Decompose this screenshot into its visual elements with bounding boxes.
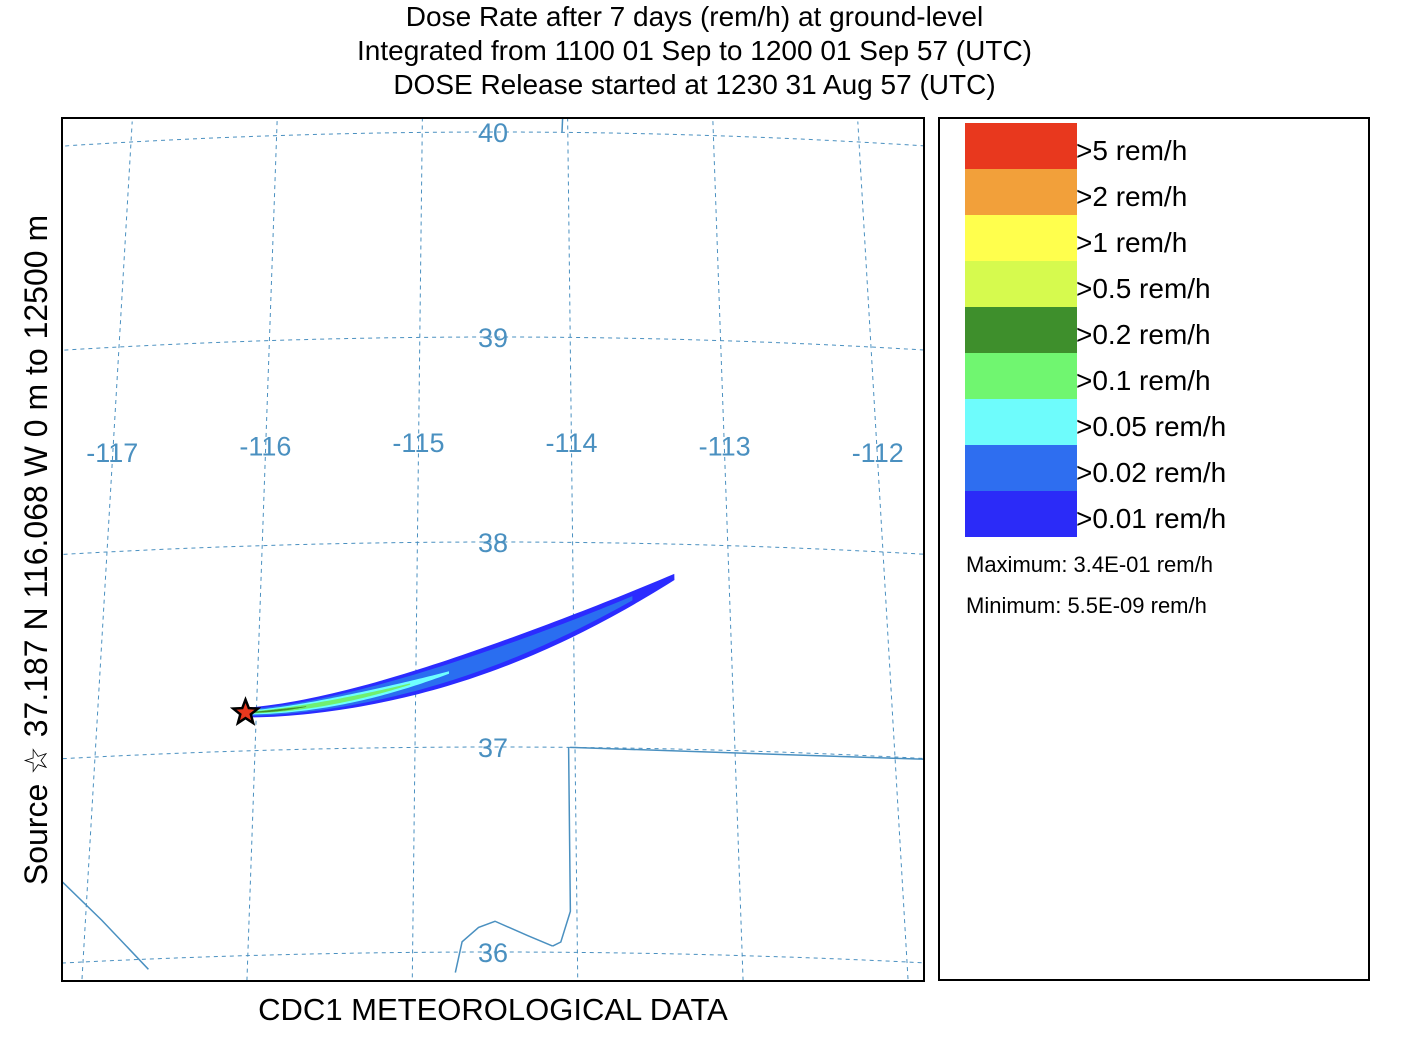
- minimum-value: Minimum: 5.5E-09 rem/h: [966, 593, 1207, 618]
- state-boundaries: [61, 117, 925, 973]
- graticule: [61, 117, 925, 982]
- title-line-1: Dose Rate after 7 days (rem/h) at ground…: [405, 1, 984, 32]
- legend-panel: >5 rem/h >2 rem/h >1 rem/h >0.5 rem/h >0.2 r…: [938, 117, 1370, 981]
- nevada-california-border: [61, 879, 149, 970]
- legend-label: >2 rem/h: [1076, 181, 1188, 212]
- longitude-label: -116: [239, 431, 291, 461]
- meridian-line: [567, 117, 579, 982]
- longitude-label: -113: [699, 431, 751, 461]
- plume-contour: [254, 706, 307, 713]
- legend-label: >0.1 rem/h: [1076, 365, 1211, 396]
- parallel-line: [61, 746, 925, 760]
- plume-contour: [249, 683, 411, 714]
- dose-plume: [245, 573, 675, 718]
- parallel-line: [61, 131, 925, 147]
- meridian-line: [857, 121, 909, 982]
- nevada-arizona-border: [552, 747, 572, 947]
- dose-rate-map: -117 -116 -115 -114 -113 -112 40 39 38 37 36: [61, 117, 925, 982]
- map-border: [61, 117, 925, 982]
- longitude-label: -117: [86, 438, 138, 468]
- legend-label: >0.5 rem/h: [1076, 273, 1211, 304]
- latitude-label: 36: [478, 938, 508, 968]
- legend-label: >0.2 rem/h: [1076, 319, 1211, 350]
- legend-swatch: [965, 491, 1077, 537]
- lake-mead-shore: [454, 920, 553, 973]
- legend-label: >5 rem/h: [1076, 135, 1188, 166]
- plume-contour: [245, 573, 675, 718]
- longitude-label: -115: [392, 428, 444, 458]
- title-line-3: DOSE Release started at 1230 31 Aug 57 (…: [393, 69, 996, 100]
- legend-swatch: [965, 445, 1077, 491]
- legend-swatch: [965, 353, 1077, 399]
- latitude-label: 40: [478, 118, 508, 148]
- meteorological-data-label: CDC1 METEOROLOGICAL DATA: [258, 992, 728, 1027]
- star-icon: [229, 696, 262, 726]
- latitude-label: 39: [478, 323, 508, 353]
- latitude-label: 38: [478, 528, 508, 558]
- legend-swatch: [965, 261, 1077, 307]
- legend-label: >0.02 rem/h: [1076, 457, 1227, 488]
- meridian-line: [712, 117, 744, 982]
- meridian-line: [246, 117, 278, 982]
- nevada-utah-border: [561, 117, 564, 133]
- legend-label: >0.05 rem/h: [1076, 411, 1227, 442]
- legend-swatch: [965, 307, 1077, 353]
- graticule-labels: -117 -116 -115 -114 -113 -112 40 39 38 37 36: [86, 118, 903, 968]
- legend-swatch: [965, 123, 1077, 169]
- latitude-label: 37: [478, 733, 508, 763]
- utah-arizona-border: [570, 746, 925, 761]
- legend-label: >0.01 rem/h: [1076, 503, 1227, 534]
- source-marker: [229, 696, 262, 726]
- legend-swatch: [965, 169, 1077, 215]
- parallel-line: [61, 541, 925, 556]
- title-line-2: Integrated from 1100 01 Sep to 1200 01 S…: [356, 35, 1032, 66]
- legend-swatch: [965, 215, 1077, 261]
- longitude-label: -114: [546, 428, 598, 458]
- parallel-line: [61, 951, 925, 964]
- meridian-line: [411, 117, 423, 982]
- legend-swatch: [965, 399, 1077, 445]
- maximum-value: Maximum: 3.4E-01 rem/h: [966, 552, 1213, 577]
- meridian-line: [81, 121, 133, 982]
- legend-label: >1 rem/h: [1076, 227, 1188, 258]
- longitude-label: -112: [852, 438, 904, 468]
